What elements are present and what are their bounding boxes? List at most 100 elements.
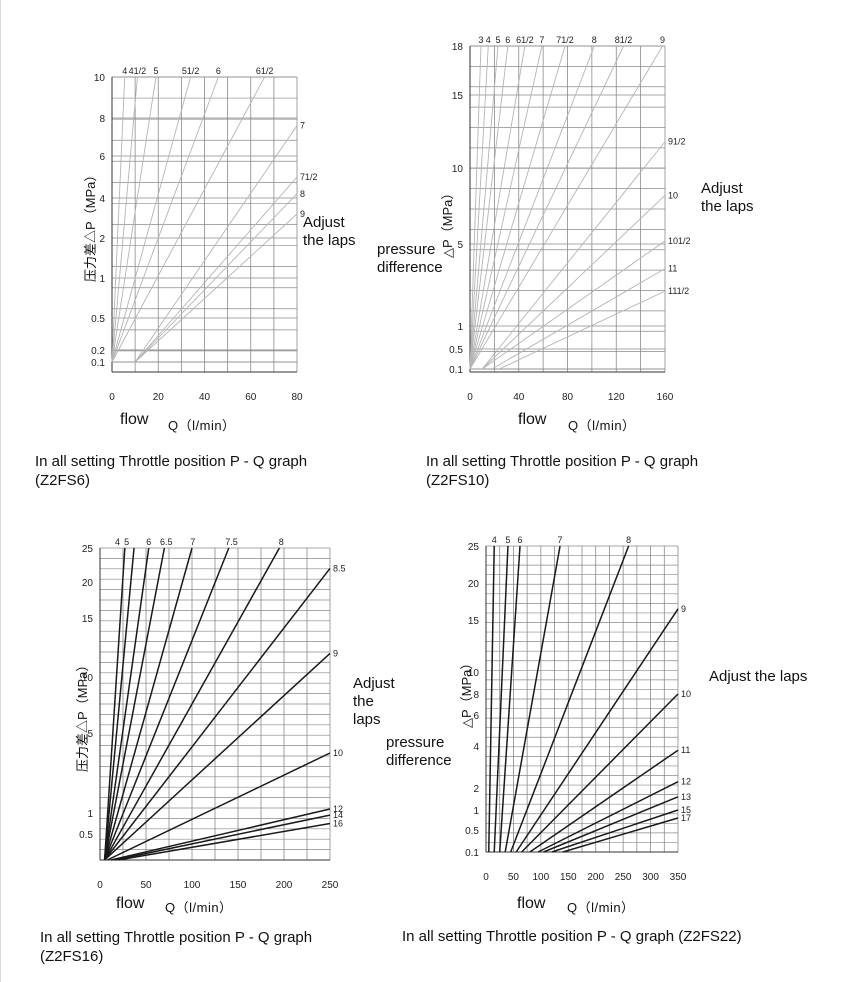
chart-z2fs10-note: Adjust the laps	[701, 180, 754, 215]
chart-z2fs10: 0 40 80 120 160 0.1 0.5 1 5 10 15 18 3 4 5 6 61/2 7 71/2 8 8…	[377, 35, 754, 489]
chart-z2fs6-xlabel: Q（l/min）	[168, 418, 236, 433]
x-tick-label: 0	[483, 872, 489, 883]
chart-z2fs16-flow-label: flow	[116, 895, 145, 912]
page-left-edge	[0, 0, 1, 982]
curve-label: 9	[681, 604, 686, 614]
x-tick-label: 350	[670, 872, 687, 883]
y-tick-label: 4	[473, 742, 479, 753]
curve-label: 9	[660, 35, 665, 45]
series-line-9	[104, 652, 331, 861]
x-tick-label: 250	[615, 872, 632, 883]
curve-label: 8	[592, 35, 597, 45]
x-tick-label: 50	[508, 872, 520, 883]
curve-label: 10	[333, 748, 343, 758]
curve-label: 4	[115, 537, 120, 547]
y-tick-label: 1	[457, 322, 463, 333]
chart-z2fs6-flow-label: flow	[120, 411, 149, 428]
y-tick-label: 0.5	[91, 314, 105, 325]
y-tick-label: 5	[457, 240, 463, 251]
curve-label: 6	[216, 66, 221, 76]
curve-label: 8	[300, 189, 305, 199]
y-tick-label: 2	[473, 784, 479, 795]
series-line-9	[134, 213, 298, 363]
curve-label: 71/2	[300, 172, 318, 182]
series-line-71-2	[134, 176, 298, 363]
curve-label: 5	[505, 535, 510, 545]
series-line-4	[111, 76, 126, 363]
chart-z2fs10-pressure-label: pressure difference	[377, 241, 443, 276]
series-line-17	[562, 817, 679, 853]
y-tick-label: 25	[468, 542, 480, 553]
series-line-4	[469, 45, 489, 370]
curve-label: 8	[279, 537, 284, 547]
chart-z2fs16: 0 50 100 150 200 250 0.5 1 5 10 15 20 25 4 5 6 6.5 7 7.5 8 8…	[40, 537, 395, 965]
series-line-12	[110, 808, 331, 861]
chart-z2fs22-xlabel: Q（l/min）	[567, 900, 635, 915]
curve-label: 7	[558, 535, 563, 545]
series-line-16	[118, 822, 331, 861]
x-tick-label: 50	[140, 880, 152, 891]
curve-label: 15	[681, 805, 691, 815]
chart-z2fs16-note: Adjust the laps	[353, 675, 395, 728]
series-line-6	[103, 547, 150, 861]
chart-z2fs22-caption: In all setting Throttle position P - Q g…	[402, 928, 742, 945]
series-line-9	[515, 608, 679, 853]
series-line-7	[134, 125, 298, 363]
series-line-7-5	[103, 547, 230, 861]
y-tick-label: 10	[468, 668, 480, 679]
y-tick-label: 0.1	[449, 365, 463, 376]
y-tick-label: 6	[99, 152, 105, 163]
y-tick-label: 10	[82, 673, 94, 684]
curve-label: 71/2	[556, 35, 574, 45]
series-line-10	[107, 752, 331, 861]
y-tick-label: 15	[82, 614, 94, 625]
curve-label: 41/2	[129, 66, 147, 76]
x-tick-label: 250	[322, 880, 339, 891]
curve-label: 16	[333, 819, 343, 829]
y-tick-label: 0.2	[91, 346, 105, 357]
series-line-8	[469, 45, 595, 370]
curve-label: 5	[496, 35, 501, 45]
series-line-14	[114, 814, 331, 861]
x-tick-label: 300	[642, 872, 659, 883]
x-tick-label: 150	[230, 880, 247, 891]
y-tick-label: 0.1	[91, 358, 105, 369]
curve-label: 7.5	[225, 537, 238, 547]
curve-label: 11	[668, 264, 677, 274]
y-tick-label: 0.5	[79, 830, 93, 841]
x-tick-label: 100	[533, 872, 550, 883]
y-tick-label: 20	[82, 578, 94, 589]
series-line-7	[103, 547, 193, 861]
y-tick-label: 18	[452, 42, 464, 53]
series-line-5	[493, 545, 509, 853]
y-tick-label: 8	[473, 690, 479, 701]
series-line-8	[509, 545, 630, 853]
chart-z2fs10-xlabel: Q（l/min）	[568, 418, 636, 433]
chart-z2fs22-ylabel: △P（MPa）	[459, 656, 474, 728]
series-line-91-2	[481, 141, 666, 370]
curve-label: 9	[300, 209, 305, 219]
series-line-71-2	[469, 45, 566, 370]
series-line-9	[469, 45, 663, 370]
y-tick-label: 6	[473, 711, 479, 722]
series-line-6-5	[103, 547, 166, 861]
series-line-8-5	[104, 567, 331, 861]
chart-z2fs22-note: Adjust the laps	[709, 668, 808, 685]
curve-label: 11	[681, 745, 690, 755]
y-tick-label: 15	[452, 91, 464, 102]
x-tick-label: 0	[97, 880, 103, 891]
curve-label: 12	[681, 777, 691, 787]
curve-label: 12	[333, 804, 343, 814]
curve-label: 7	[539, 35, 544, 45]
chart-z2fs6-caption: In all setting Throttle position P - Q g…	[35, 453, 308, 489]
curve-label: 9	[333, 648, 338, 658]
curve-label: 13	[681, 792, 691, 802]
x-tick-label: 200	[276, 880, 293, 891]
chart-z2fs16-caption: In all setting Throttle position P - Q g…	[40, 929, 313, 965]
x-tick-label: 80	[291, 392, 303, 403]
series-line-6	[111, 76, 219, 363]
curve-label: 7	[300, 121, 305, 131]
series-line-10	[481, 195, 666, 370]
series-line-5	[111, 76, 157, 363]
curve-label: 61/2	[256, 66, 274, 76]
